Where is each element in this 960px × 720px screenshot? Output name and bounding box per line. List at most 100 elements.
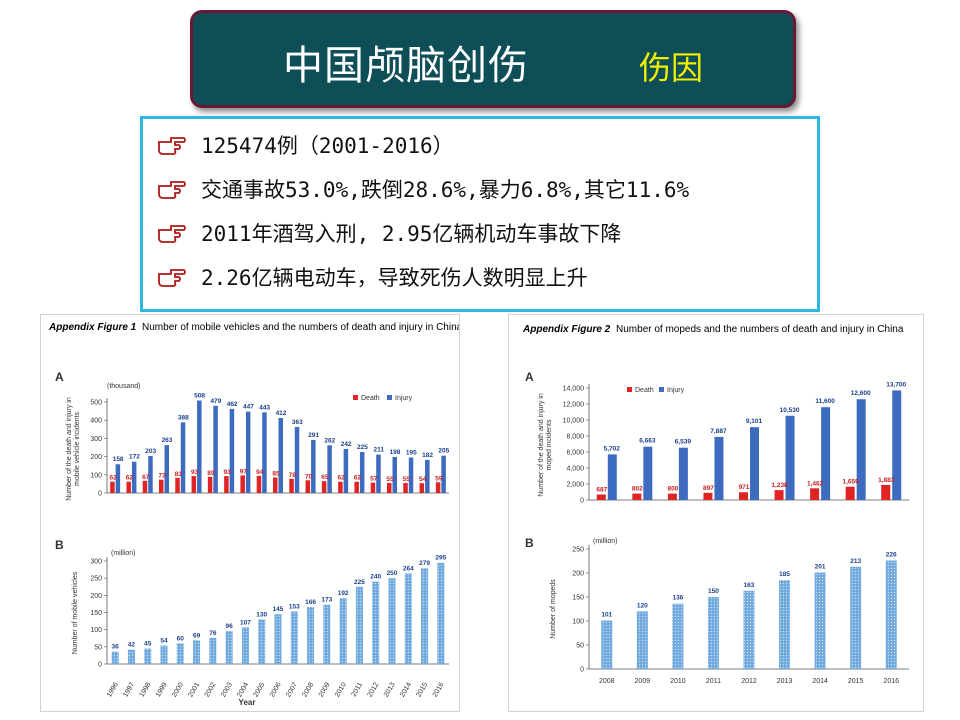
bar-vehicles — [372, 581, 380, 664]
bar-vehicles — [437, 562, 445, 664]
bar-injury — [856, 399, 866, 500]
figure-2-caption: Number of mopeds and the numbers of deat… — [616, 324, 904, 335]
bar-injury — [294, 426, 300, 493]
bar-death — [273, 477, 278, 493]
bar-vehicles — [127, 649, 135, 664]
panel-a-letter: A — [525, 370, 534, 384]
fig2b-ytick-label: 200 — [572, 571, 584, 578]
fig1b-ytick-label: 50 — [94, 644, 102, 651]
data-label-death: 54 — [419, 476, 427, 483]
data-label-injury: 479 — [210, 398, 221, 405]
bar-death — [387, 482, 392, 493]
data-label-vehicles: 166 — [305, 599, 316, 606]
bar-vehicles — [241, 627, 249, 664]
data-label-vehicles: 107 — [240, 619, 251, 626]
figure-1-caption-bold: Appendix Figure 1 — [48, 322, 137, 333]
bar-vehicles — [225, 631, 233, 664]
data-label-vehicles: 173 — [321, 597, 332, 604]
data-label-death: 59 — [435, 475, 443, 482]
bar-vehicles — [209, 637, 217, 664]
data-label-injury: 447 — [243, 404, 254, 411]
bar-vehicles — [274, 614, 282, 664]
xtick-label: 2012 — [741, 678, 757, 685]
panel-a-unit: (thousand) — [107, 383, 140, 390]
bar-death — [354, 481, 359, 493]
bar-death — [739, 492, 748, 500]
bar-injury — [229, 408, 235, 493]
fig1b-ytick-label: 0 — [98, 662, 102, 669]
bar-death — [881, 484, 891, 500]
bar-injury — [678, 447, 688, 500]
bar-vehicles — [404, 573, 412, 664]
data-label-death: 55 — [386, 476, 394, 483]
bar-injury — [392, 456, 397, 493]
xtick-label: 2012 — [367, 681, 381, 698]
bar-injury — [197, 400, 202, 493]
figure-2-caption-bold: Appendix Figure 2 — [522, 324, 611, 335]
fig1b-ylabel: Number of mobile vehicles — [72, 571, 79, 654]
data-label-death: 800 — [667, 486, 678, 493]
bar-death — [419, 483, 425, 493]
legend-injury-swatch — [659, 387, 664, 392]
bar-death — [774, 490, 784, 500]
xtick-label: 2002 — [204, 681, 218, 698]
bar-death — [305, 480, 311, 493]
fig2a-ytick-label: 8,000 — [566, 434, 584, 441]
bar-injury — [164, 445, 169, 493]
fig2b-ylabel: Number of mopeds — [550, 579, 557, 639]
bar-death — [596, 494, 606, 500]
fig2b-ytick-label: 50 — [576, 643, 584, 650]
bar-injury — [750, 427, 759, 500]
bar-death — [207, 476, 213, 493]
fig1a-ytick-label: 300 — [90, 436, 102, 443]
figure-1-panel: Appendix Figure 1 Number of mobile vehic… — [40, 314, 460, 712]
xtick-label: 2011 — [351, 681, 365, 698]
data-label-vehicles: 130 — [256, 611, 267, 618]
data-label-mopeds: 101 — [601, 612, 612, 619]
data-label-vehicles: 54 — [160, 637, 168, 644]
figure-1-caption: Number of mobile vehicles and the number… — [142, 322, 459, 333]
xtick-label: 2008 — [599, 678, 615, 685]
fig1b-ytick-label: 300 — [90, 559, 102, 566]
data-label-injury: 205 — [438, 448, 449, 455]
data-label-death: 802 — [632, 486, 643, 493]
xtick-label: 2003 — [220, 681, 234, 698]
data-label-vehicles: 45 — [144, 641, 152, 648]
bar-death — [175, 477, 180, 493]
fig2a-ytick-label: 0 — [580, 498, 584, 505]
bar-injury — [408, 457, 414, 493]
data-label-mopeds: 120 — [637, 602, 648, 609]
fig2b-ytick-label: 100 — [572, 619, 584, 626]
data-label-injury: 508 — [194, 393, 205, 400]
fig1-xlabel: Year — [239, 698, 256, 707]
xtick-label: 2013 — [777, 678, 793, 685]
bar-death — [126, 481, 131, 493]
bar-injury — [213, 405, 218, 493]
data-label-death: 78 — [289, 472, 297, 479]
bar-death — [159, 479, 164, 493]
xtick-label: 2011 — [706, 678, 721, 685]
bar-mopeds — [707, 597, 719, 669]
bar-death — [191, 476, 197, 493]
fig2b-ytick-label: 0 — [580, 667, 584, 674]
bar-death — [224, 476, 229, 493]
data-label-death: 89 — [207, 470, 215, 477]
bar-death — [142, 480, 148, 493]
data-label-vehicles: 153 — [289, 603, 300, 610]
fig2a-ytick-label: 14,000 — [563, 386, 585, 393]
xtick-label: 1997 — [122, 681, 136, 698]
fig1a-ylabel-2: mobile vehicle incidents — [74, 412, 81, 486]
data-label-death: 1,883 — [878, 477, 895, 484]
data-label-injury: 412 — [276, 410, 287, 417]
data-label-death: 97 — [240, 468, 248, 475]
title-banner: 中国颅脑创伤 伤因 — [190, 10, 796, 108]
data-label-death: 62 — [110, 475, 118, 482]
bar-injury — [278, 418, 283, 493]
bar-death — [632, 493, 642, 500]
bar-injury — [376, 454, 381, 493]
data-label-injury: 443 — [259, 404, 270, 411]
legend-injury-label: Injury — [667, 387, 685, 394]
data-label-death: 62 — [354, 475, 362, 482]
bar-death — [667, 493, 677, 500]
data-label-death: 73 — [158, 473, 166, 480]
